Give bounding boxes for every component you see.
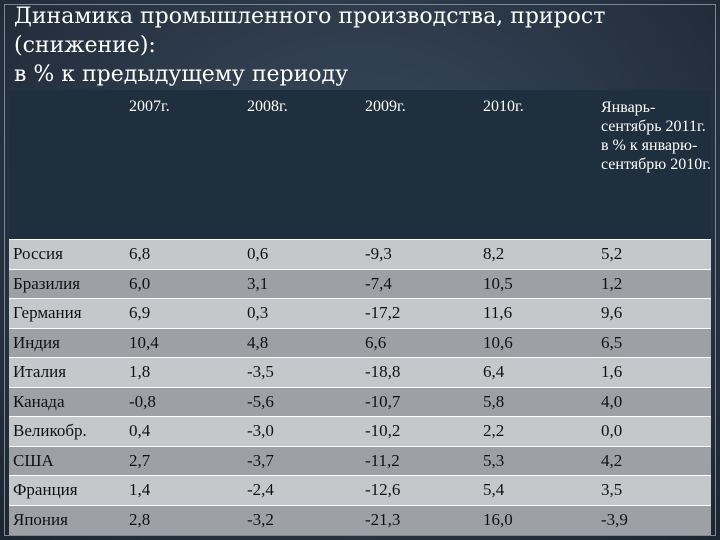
country-cell: Япония — [9, 504, 125, 535]
value-cell: -9,3 — [361, 239, 479, 269]
title-line-3: в % к предыдущему периоду — [14, 62, 349, 87]
value-cell: 6,4 — [479, 357, 597, 387]
value-cell: -3,9 — [597, 504, 711, 535]
value-cell: 6,6 — [361, 327, 479, 358]
table-header: 2007г. 2008г. 2009г. 2010г. Январь-сентя… — [9, 90, 711, 240]
value-cell: 1,4 — [125, 475, 243, 505]
value-cell: 10,6 — [479, 327, 597, 358]
title-line-1: Динамика промышленного производства, при… — [14, 4, 606, 29]
value-cell: 5,2 — [597, 239, 711, 269]
value-cell: 10,4 — [125, 327, 243, 358]
header-cell-2007: 2007г. — [125, 90, 243, 240]
value-cell: 4,8 — [243, 327, 361, 358]
country-cell: США — [9, 445, 125, 476]
table-row: Канада -0,8 -5,6 -10,7 5,8 4,0 — [9, 386, 711, 417]
table-row: Великобр. 0,4 -3,0 -10,2 2,2 0,0 — [9, 416, 711, 446]
table-row: Франция 1,4 -2,4 -12,6 5,4 3,5 — [9, 475, 711, 505]
table-body: Россия 6,8 0,6 -9,3 8,2 5,2 Бразилия 6,0 3,1 -7,4… — [9, 239, 711, 535]
slide-frame — [4, 4, 716, 536]
value-cell: 3,5 — [597, 475, 711, 505]
table-row: Германия 6,9 0,3 -17,2 11,6 9,6 — [9, 298, 711, 328]
value-cell: 5,3 — [479, 445, 597, 476]
value-cell: -5,6 — [243, 386, 361, 417]
value-cell: -21,3 — [361, 504, 479, 535]
value-cell: -12,6 — [361, 475, 479, 505]
value-cell: -17,2 — [361, 298, 479, 328]
production-growth-table: 2007г. 2008г. 2009г. 2010г. Январь-сентя… — [9, 90, 711, 535]
value-cell: 11,6 — [479, 298, 597, 328]
table-row: США 2,7 -3,7 -11,2 5,3 4,2 — [9, 445, 711, 476]
country-cell: Индия — [9, 327, 125, 358]
value-cell: 5,4 — [479, 475, 597, 505]
country-cell: Великобр. — [9, 416, 125, 446]
value-cell: -10,2 — [361, 416, 479, 446]
value-cell: 16,0 — [479, 504, 597, 535]
header-cell-2010: 2010г. — [479, 90, 597, 240]
header-cell-2011-jan-sep: Январь-сентябрь 2011г. в % к январю-сент… — [597, 90, 711, 240]
header-cell-2008: 2008г. — [243, 90, 361, 240]
value-cell: 4,0 — [597, 386, 711, 417]
value-cell: 2,8 — [125, 504, 243, 535]
country-cell: Германия — [9, 298, 125, 328]
value-cell: -3,5 — [243, 357, 361, 387]
slide-title: Динамика промышленного производства, при… — [14, 2, 654, 89]
value-cell: 1,6 — [597, 357, 711, 387]
value-cell: 6,9 — [125, 298, 243, 328]
title-line-2: (снижение): — [14, 33, 156, 58]
value-cell: 4,2 — [597, 445, 711, 476]
value-cell: 10,5 — [479, 268, 597, 299]
table-row: Индия 10,4 4,8 6,6 10,6 6,5 — [9, 327, 711, 358]
data-table-container: 2007г. 2008г. 2009г. 2010г. Январь-сентя… — [9, 90, 711, 535]
value-cell: -2,4 — [243, 475, 361, 505]
value-cell: 6,5 — [597, 327, 711, 358]
country-cell: Канада — [9, 386, 125, 417]
value-cell: -0,8 — [125, 386, 243, 417]
header-cell-2009: 2009г. — [361, 90, 479, 240]
value-cell: 1,8 — [125, 357, 243, 387]
value-cell: 1,2 — [597, 268, 711, 299]
country-cell: Россия — [9, 239, 125, 269]
value-cell: 0,0 — [597, 416, 711, 446]
value-cell: 0,4 — [125, 416, 243, 446]
value-cell: 0,6 — [243, 239, 361, 269]
value-cell: 8,2 — [479, 239, 597, 269]
value-cell: 6,8 — [125, 239, 243, 269]
value-cell: 9,6 — [597, 298, 711, 328]
table-row: Япония 2,8 -3,2 -21,3 16,0 -3,9 — [9, 504, 711, 535]
value-cell: -11,2 — [361, 445, 479, 476]
country-cell: Италия — [9, 357, 125, 387]
value-cell: -3,7 — [243, 445, 361, 476]
country-cell: Франция — [9, 475, 125, 505]
value-cell: 2,2 — [479, 416, 597, 446]
value-cell: 6,0 — [125, 268, 243, 299]
table-row: Россия 6,8 0,6 -9,3 8,2 5,2 — [9, 239, 711, 269]
header-row: 2007г. 2008г. 2009г. 2010г. Январь-сентя… — [9, 90, 711, 240]
table-row: Бразилия 6,0 3,1 -7,4 10,5 1,2 — [9, 268, 711, 299]
value-cell: 5,8 — [479, 386, 597, 417]
value-cell: -10,7 — [361, 386, 479, 417]
value-cell: 0,3 — [243, 298, 361, 328]
header-cell-country — [9, 90, 125, 240]
table-row: Италия 1,8 -3,5 -18,8 6,4 1,6 — [9, 357, 711, 387]
value-cell: -3,0 — [243, 416, 361, 446]
value-cell: 2,7 — [125, 445, 243, 476]
value-cell: -3,2 — [243, 504, 361, 535]
value-cell: -18,8 — [361, 357, 479, 387]
value-cell: 3,1 — [243, 268, 361, 299]
value-cell: -7,4 — [361, 268, 479, 299]
country-cell: Бразилия — [9, 268, 125, 299]
